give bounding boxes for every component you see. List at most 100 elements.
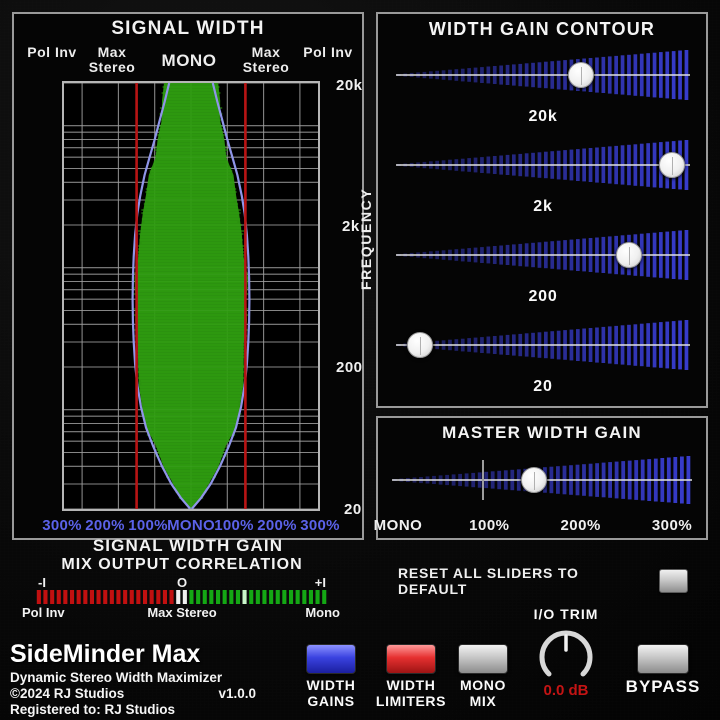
correlation-segment [50,590,55,604]
io-trim-label: I/O TRIM [533,606,599,622]
contour-slider-20[interactable] [396,318,690,372]
knob-dial-icon [539,630,593,677]
correlation-segment [322,590,327,604]
product-tagline: Dynamic Stereo Width Maximizer [10,670,223,685]
width-gain-contour-panel: WIDTH GAIN CONTOUR 20k 2k 200 20 [376,12,708,408]
width-gains-label-line2: GAINS [307,693,355,709]
mono-mix-control[interactable]: MONO MIX [452,644,514,709]
correlation-segment [308,590,313,604]
correlation-segment [229,590,234,604]
width-limiters-button[interactable] [386,644,436,674]
correlation-segment [156,590,161,604]
contour-band-20[interactable]: 20 [388,314,698,395]
master-width-gain-slider[interactable] [392,454,692,506]
mono-mix-button[interactable] [458,644,508,674]
width-gains-control[interactable]: WIDTH GAINS [296,644,366,709]
correlation-label-plus-one: +I [314,575,326,590]
master-tick-0: MONO [373,517,423,534]
correlation-segment [162,590,167,604]
signal-width-title: SIGNAL WIDTH [111,18,265,39]
slider-handle[interactable] [567,62,594,88]
top-label-mono: MONO [161,51,217,70]
wedge-track [392,456,692,504]
correlation-label-zero: O [176,575,188,590]
copyright-row: ©2024 RJ Studios v1.0.0 [10,686,256,701]
correlation-segment [269,590,274,604]
signal-width-tick-0: 300% [42,517,82,534]
bypass-label: BYPASS [625,677,701,696]
slider-handle-indicator [419,337,422,355]
top-label-pol-inv-left: Pol Inv [27,44,77,60]
correlation-segment [70,590,75,604]
correlation-end-labels: -I O +I [14,575,350,591]
correlation-segments [36,590,327,604]
master-width-gain-scale: MONO 100% 200% 300% [374,517,702,535]
width-limiters-label-line1: WIDTH [386,677,436,693]
contour-band-label-20k: 20k [528,108,558,125]
slider-handle-indicator [580,67,582,85]
correlation-segment [182,590,187,604]
correlation-segment [149,590,154,604]
wedge-track [396,50,690,100]
signal-width-gain-label: SIGNAL WIDTH GAIN [92,536,284,555]
width-gains-label: WIDTH GAINS [296,677,366,709]
registration-text: Registered to: RJ Studios [10,702,176,717]
correlation-segment [275,590,280,604]
width-limiters-control[interactable]: WIDTH LIMITERS [370,644,452,709]
correlation-segment [76,590,81,604]
correlation-segment [56,590,61,604]
contour-slider-20k[interactable] [396,48,690,102]
master-tick-1: 100% [469,517,510,534]
io-trim-control[interactable]: I/O TRIM 0.0 dB [516,606,616,699]
contour-band-label-20: 20 [533,378,553,395]
mono-mix-label-line1: MONO [460,677,506,693]
contour-band-200[interactable]: 200 [388,224,698,305]
correlation-segment [249,590,254,604]
mix-output-correlation: MIX OUTPUT CORRELATION -I O +I Pol Inv M… [14,556,350,620]
slider-handle[interactable] [658,152,685,178]
correlation-segment [189,590,194,604]
frequency-axis-label: FREQUENCY [358,187,374,290]
correlation-segment [315,590,320,604]
slider-handle[interactable] [520,467,547,493]
correlation-foot-mono: Mono [305,605,340,620]
signal-width-tick-6: 300% [300,517,340,534]
correlation-segment [103,590,108,604]
correlation-segment [235,590,240,604]
top-label-pol-inv-right: Pol Inv [303,44,353,60]
wedge-track [396,230,690,280]
bypass-button[interactable] [637,644,689,674]
wedge-track [396,140,690,190]
contour-band-2k[interactable]: 2k [388,134,698,215]
width-gains-button[interactable] [306,644,356,674]
signal-width-tick-5: 200% [257,517,297,534]
correlation-segment [43,590,48,604]
correlation-segment [129,590,134,604]
master-default-marker [482,460,484,500]
correlation-segment [109,590,114,604]
slider-handle[interactable] [615,242,642,268]
bypass-control[interactable]: BYPASS [620,644,706,695]
slider-handle-indicator [671,157,674,175]
contour-slider-2k[interactable] [396,138,690,192]
correlation-segment [295,590,300,604]
master-tick-2: 200% [560,517,601,534]
contour-band-label-2k: 2k [533,198,553,215]
mono-mix-label: MONO MIX [452,677,514,709]
signal-width-top-labels: Pol Inv Max Stereo MONO Max Stereo Pol I… [14,42,362,82]
correlation-segment [202,590,207,604]
correlation-segment [123,590,128,604]
freq-tick-200: 200 [336,359,363,376]
signal-width-graph[interactable] [62,81,320,511]
contour-band-20k[interactable]: 20k [388,44,698,125]
correlation-segment [136,590,141,604]
correlation-segment [83,590,88,604]
slider-handle[interactable] [406,332,433,358]
contour-slider-200[interactable] [396,228,690,282]
correlation-segment [36,590,41,604]
correlation-foot-max-stereo: Max Stereo [147,605,217,620]
correlation-segment [262,590,267,604]
reset-sliders-button[interactable] [658,569,688,593]
contour-band-label-200: 200 [528,288,558,305]
io-trim-knob[interactable] [536,626,596,686]
